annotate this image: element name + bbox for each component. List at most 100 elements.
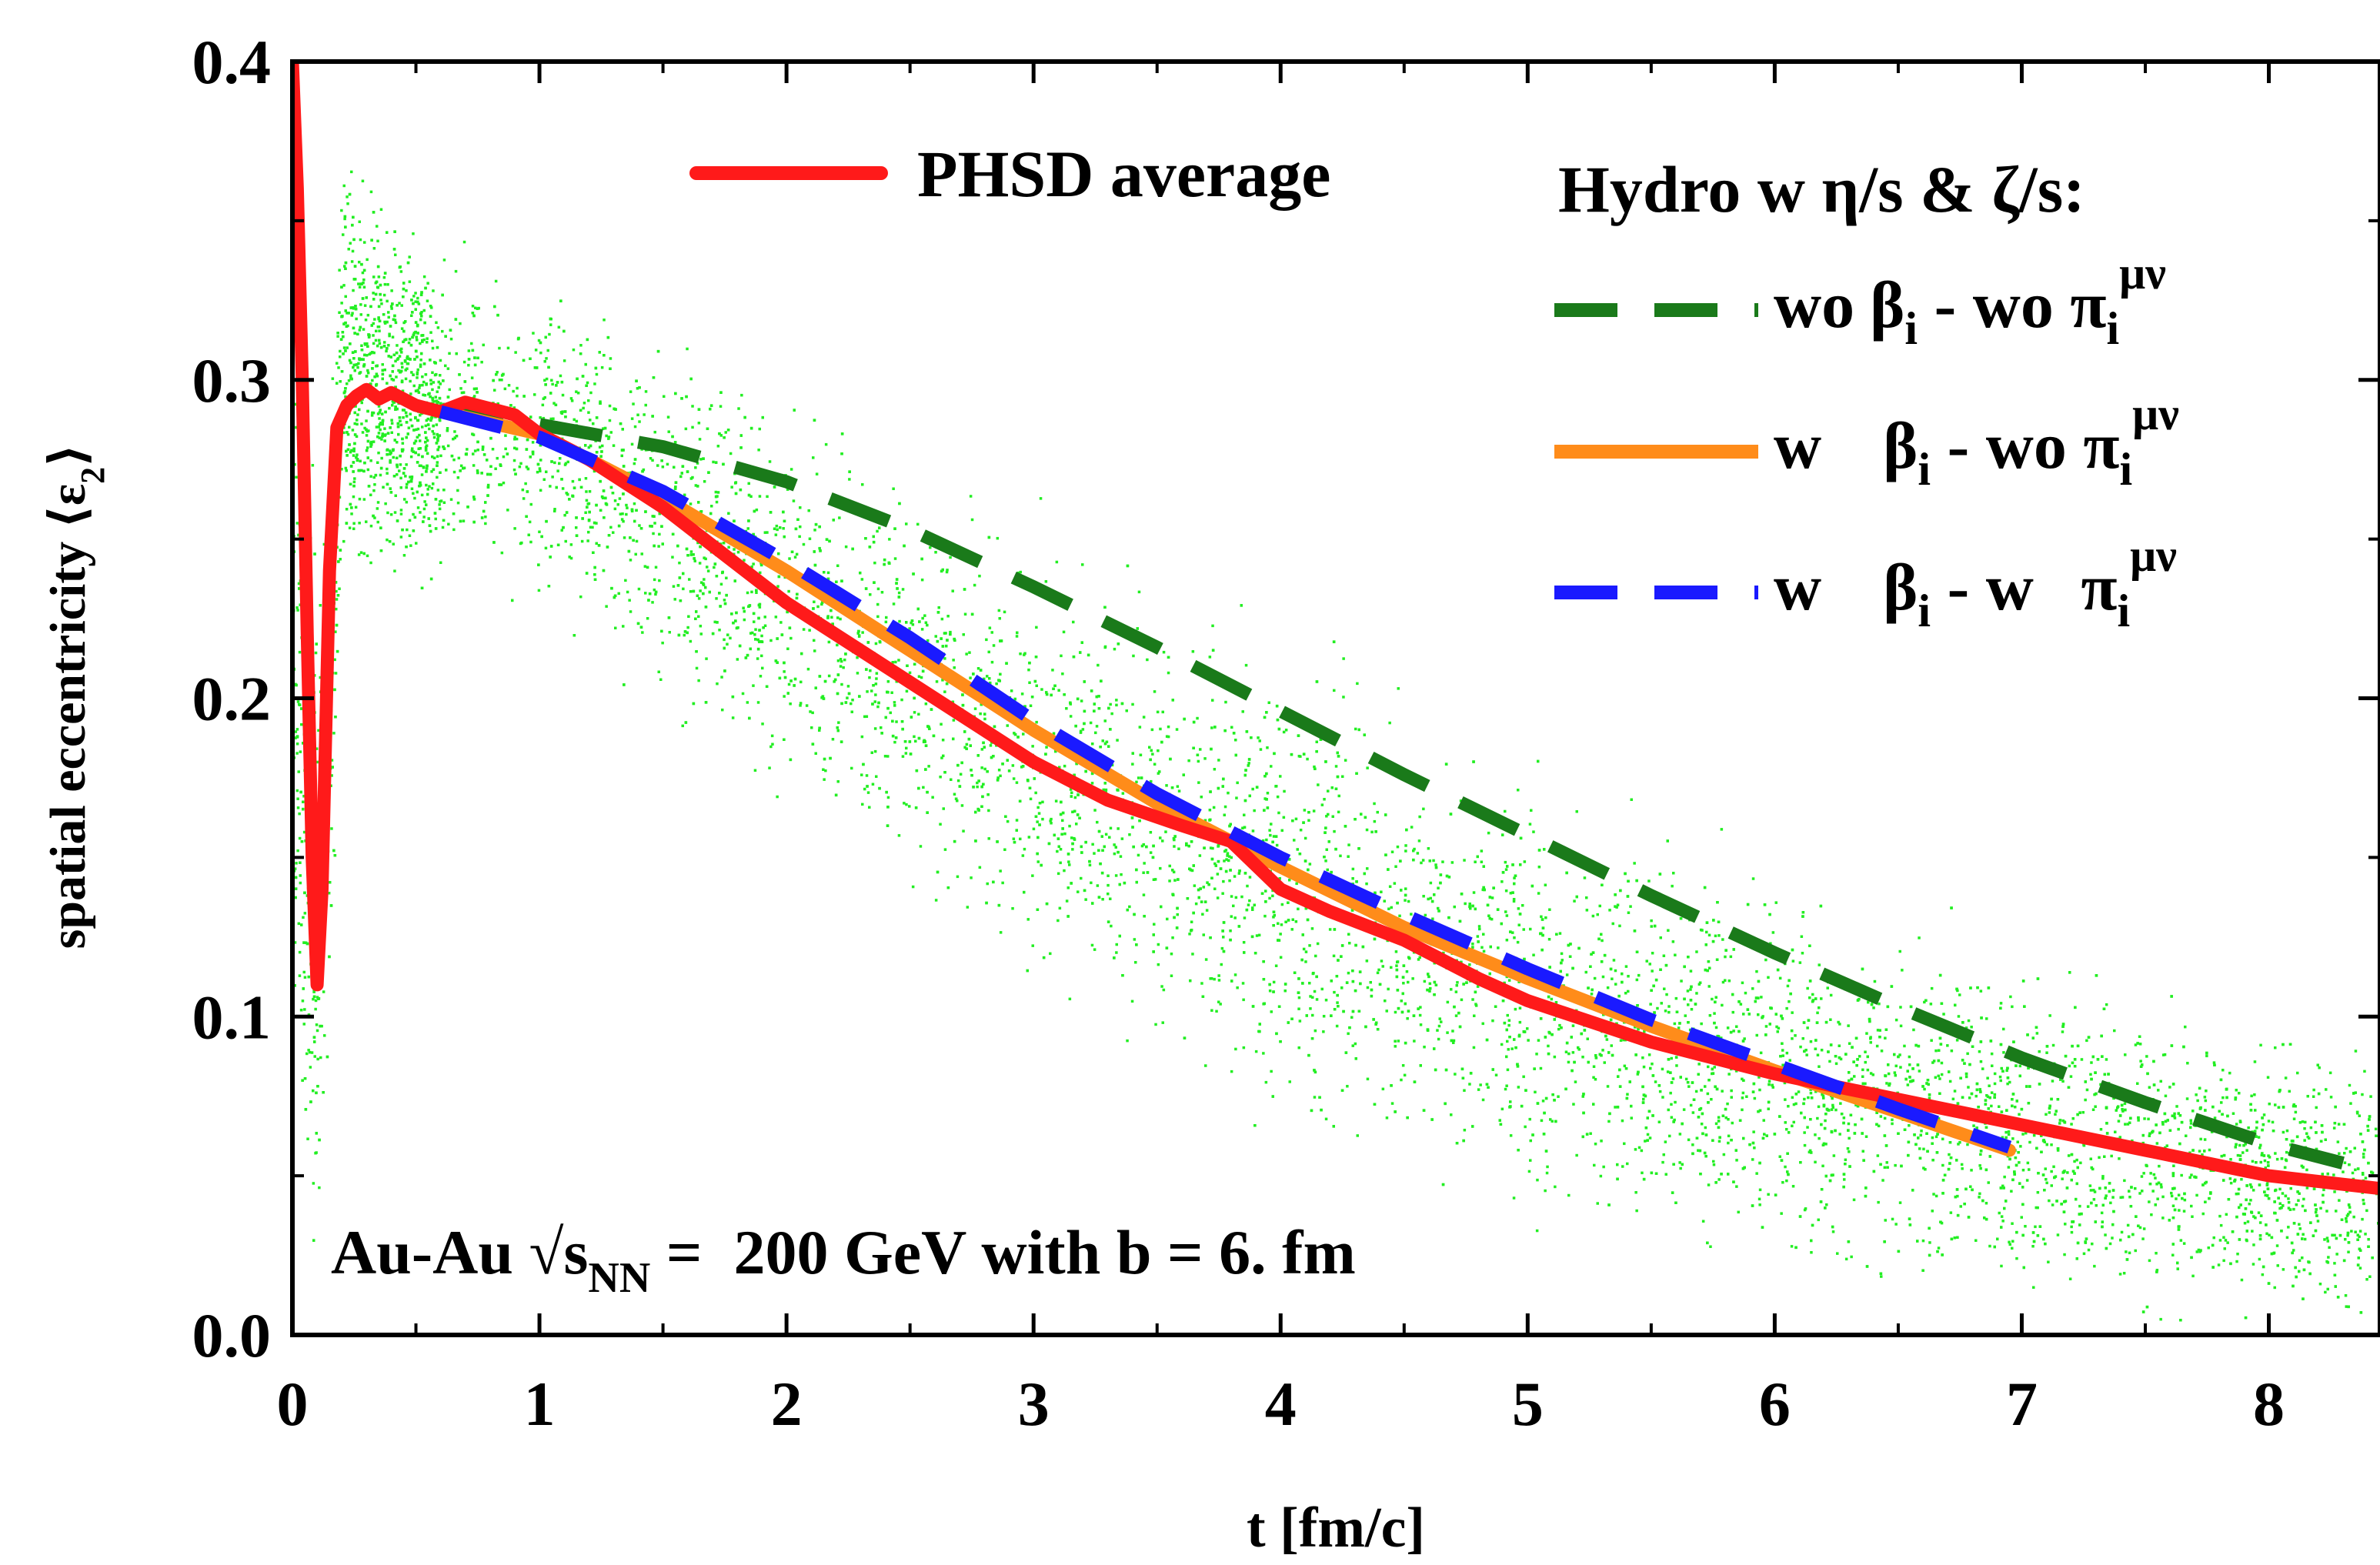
scatter-point xyxy=(1429,896,1432,900)
scatter-point xyxy=(1573,899,1576,903)
scatter-point xyxy=(608,404,612,408)
scatter-point xyxy=(1931,1210,1934,1213)
scatter-point xyxy=(2238,1143,2241,1147)
scatter-point xyxy=(758,427,761,431)
scatter-point xyxy=(1887,1072,1891,1076)
scatter-point xyxy=(1077,890,1080,893)
scatter-point xyxy=(446,367,450,370)
scatter-point xyxy=(2303,1127,2306,1130)
scatter-point xyxy=(338,269,341,272)
scatter-point xyxy=(1751,877,1755,880)
scatter-point xyxy=(768,766,771,769)
scatter-point xyxy=(1246,884,1249,888)
scatter-point xyxy=(2061,1177,2064,1180)
scatter-point xyxy=(376,520,379,524)
scatter-point xyxy=(1029,797,1033,801)
scatter-point xyxy=(943,657,946,660)
scatter-point xyxy=(2092,1189,2095,1192)
scatter-point xyxy=(1354,1042,1357,1046)
scatter-point xyxy=(366,313,370,317)
scatter-point xyxy=(638,524,641,527)
scatter-point xyxy=(570,399,574,402)
scatter-point xyxy=(373,516,376,519)
scatter-point xyxy=(1955,1039,1959,1042)
scatter-point xyxy=(1987,1181,1990,1184)
scatter-point xyxy=(418,384,422,387)
scatter-point xyxy=(897,659,900,662)
scatter-point xyxy=(2093,1190,2097,1193)
scatter-point xyxy=(1407,980,1410,984)
scatter-point xyxy=(2338,1152,2341,1155)
scatter-point xyxy=(561,487,565,490)
scatter-point xyxy=(1767,976,1770,979)
scatter-point xyxy=(2019,1145,2022,1148)
scatter-point xyxy=(436,455,439,458)
scatter-point xyxy=(1242,998,1245,1002)
scatter-point xyxy=(416,427,420,431)
scatter-point xyxy=(322,990,325,993)
scatter-point xyxy=(715,500,719,504)
scatter-point xyxy=(2305,1168,2308,1172)
scatter-point xyxy=(2229,1158,2232,1161)
scatter-point xyxy=(813,649,816,652)
scatter-point xyxy=(1282,816,1286,819)
scatter-point xyxy=(1786,984,1790,988)
scatter-point xyxy=(1396,845,1400,849)
scatter-point xyxy=(1697,1073,1700,1076)
scatter-point xyxy=(760,634,763,638)
scatter-point xyxy=(378,329,381,332)
scatter-point xyxy=(391,335,395,339)
scatter-point xyxy=(939,776,942,779)
scatter-point xyxy=(1216,896,1220,899)
scatter-point xyxy=(1428,982,1432,986)
scatter-point xyxy=(713,566,716,569)
scatter-point xyxy=(908,671,912,675)
scatter-point xyxy=(1596,1202,1599,1205)
scatter-point xyxy=(607,437,610,440)
scatter-point xyxy=(2284,1076,2288,1079)
scatter-point xyxy=(713,620,716,624)
scatter-point xyxy=(1998,1211,2001,1215)
scatter-point xyxy=(2142,1172,2145,1175)
scatter-point xyxy=(1060,654,1063,658)
scatter-point xyxy=(2301,1204,2305,1208)
scatter-point xyxy=(2358,1266,2362,1270)
scatter-point xyxy=(1961,1167,1964,1170)
scatter-point xyxy=(1320,803,1324,806)
scatter-point xyxy=(1511,931,1514,934)
scatter-point xyxy=(2147,1117,2150,1121)
scatter-point xyxy=(1893,1071,1897,1074)
scatter-point xyxy=(2315,1106,2318,1110)
scatter-point xyxy=(2361,1217,2364,1221)
scatter-point xyxy=(426,439,429,442)
scatter-point xyxy=(359,238,362,242)
scatter-point xyxy=(372,247,376,250)
scatter-point xyxy=(298,812,301,816)
scatter-point xyxy=(942,807,945,810)
scatter-point xyxy=(2004,1130,2008,1134)
scatter-point xyxy=(354,405,357,408)
scatter-point xyxy=(978,866,982,869)
scatter-point xyxy=(1442,951,1445,955)
scatter-point xyxy=(380,456,383,460)
scatter-point xyxy=(1156,710,1160,714)
scatter-point xyxy=(1922,1166,1925,1170)
scatter-point xyxy=(408,534,412,537)
scatter-point xyxy=(2138,1192,2141,1195)
scatter-point xyxy=(330,774,333,777)
scatter-point xyxy=(1142,893,1146,896)
scatter-point xyxy=(459,387,462,390)
scatter-point xyxy=(2148,1086,2151,1089)
scatter-point xyxy=(1891,1118,1894,1122)
scatter-point xyxy=(432,289,435,292)
scatter-point xyxy=(1990,1052,1994,1056)
scatter-point xyxy=(1984,1202,1988,1205)
scatter-point xyxy=(2111,1196,2115,1199)
scatter-point xyxy=(1872,1006,1875,1009)
scatter-point xyxy=(1221,892,1224,895)
scatter-point xyxy=(654,592,657,596)
scatter-point xyxy=(518,465,522,469)
scatter-point xyxy=(529,502,532,506)
scatter-point xyxy=(820,602,823,606)
scatter-point xyxy=(823,778,826,781)
